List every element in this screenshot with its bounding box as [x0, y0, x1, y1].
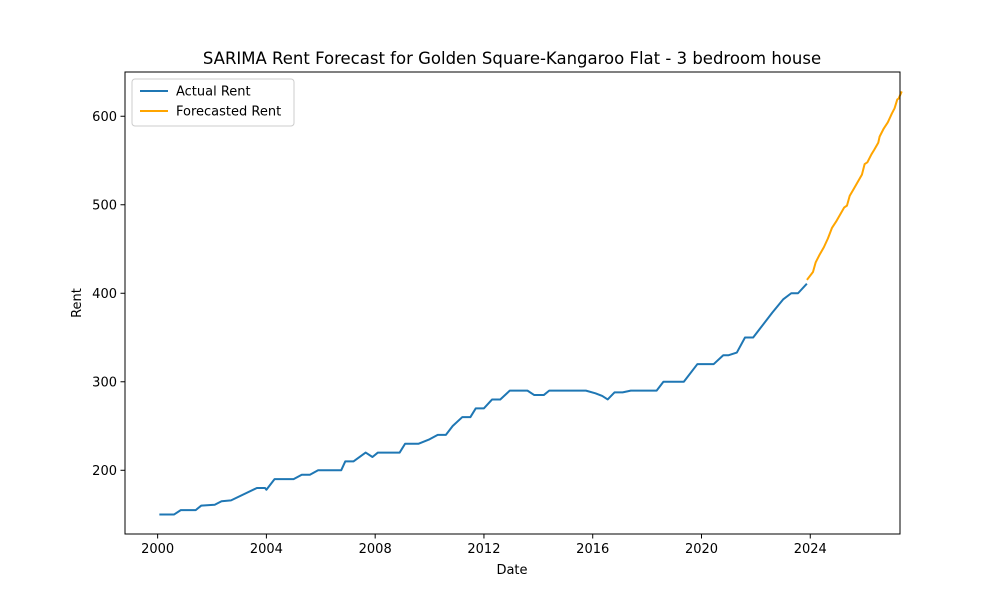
x-tick-label: 2000: [141, 542, 174, 557]
x-tick-label: 2024: [794, 542, 827, 557]
x-tick-label: 2020: [685, 542, 718, 557]
x-tick-label: 2016: [576, 542, 609, 557]
legend-frame: [131, 78, 295, 127]
x-axis: 2000 2004 2008 2012 2016 2020 2024: [141, 534, 827, 557]
axes-frame: [124, 71, 901, 535]
chart-title: SARIMA Rent Forecast for Golden Square-K…: [203, 49, 821, 68]
y-tick-label: 500: [92, 198, 117, 213]
y-axis: 200 300 400 500 600: [92, 110, 125, 479]
series-layer: [159, 91, 903, 516]
y-tick-label: 300: [92, 375, 117, 390]
y-tick-label: 600: [92, 110, 117, 125]
legend-label-forecasted-rent: Forecasted Rent: [176, 105, 281, 120]
series-line-forecasted-rent: [806, 91, 903, 281]
legend: Actual Rent Forecasted Rent: [131, 78, 295, 127]
x-tick-label: 2008: [359, 542, 392, 557]
series-line-actual-rent: [159, 282, 808, 516]
y-axis-title: Rent: [70, 288, 85, 318]
x-tick-label: 2012: [467, 542, 500, 557]
plot-area: 2000 2004 2008 2012 2016 2020 2024 200 300 400 50…: [92, 71, 903, 557]
legend-label-actual-rent: Actual Rent: [176, 85, 251, 100]
x-tick-label: 2004: [250, 542, 283, 557]
y-tick-label: 400: [92, 287, 117, 302]
x-axis-title: Date: [496, 563, 527, 578]
axes-background: [125, 72, 900, 534]
y-tick-label: 200: [92, 464, 117, 479]
